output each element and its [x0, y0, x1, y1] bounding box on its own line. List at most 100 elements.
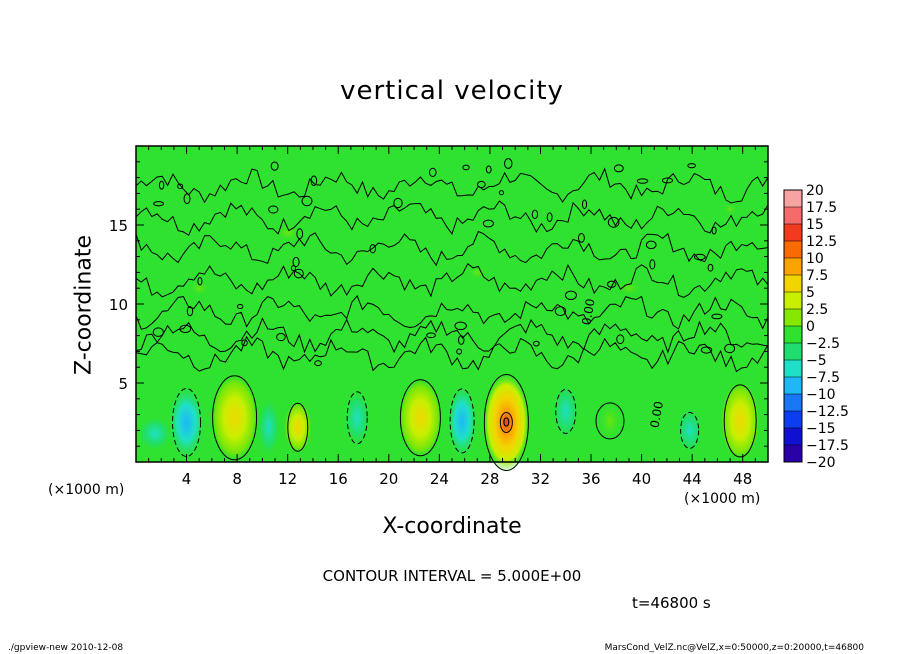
colorbar-label: −20 [806, 455, 836, 471]
negative-contour-line [346, 391, 368, 445]
small-contour-blob [369, 244, 377, 254]
small-contour-blob [645, 240, 657, 250]
small-contour-blob [477, 180, 486, 189]
small-contour-blob [607, 280, 617, 288]
small-contour-blob [197, 276, 203, 286]
footer-right: MarsCond_VelZ.nc@VelZ,x=0:50000,z=0:2000… [604, 643, 864, 653]
downdraft-cell [447, 384, 478, 457]
x-tick-label: 16 [329, 470, 348, 488]
chart-title: vertical velocity [340, 76, 564, 106]
colorbar-label: −17.5 [806, 438, 849, 454]
weak-updraft-patch [189, 280, 210, 297]
updraft-cell [720, 380, 761, 461]
small-contour-blob [498, 190, 505, 196]
colorbar-swatch [784, 292, 802, 310]
small-contour-blob [310, 175, 318, 187]
zero-contour-line [287, 402, 309, 452]
small-contour-blob [179, 324, 192, 333]
colorbar-label: −7.5 [806, 370, 840, 386]
x-tick-label: 8 [232, 470, 242, 488]
colorbar-label: 10 [806, 251, 824, 267]
contour-label: 0.00 [648, 400, 666, 429]
small-contour-blob [707, 263, 714, 272]
zero-contour-line [135, 167, 769, 204]
small-contour-blob [183, 193, 191, 205]
x-tick-label: 44 [683, 470, 702, 488]
colorbar-label: 17.5 [806, 200, 837, 216]
weak-updraft-patch [616, 281, 641, 296]
small-contour-blob [616, 334, 625, 345]
colorbar-swatch [784, 224, 802, 242]
small-contour-blob [532, 340, 540, 347]
x-tick-label: 28 [480, 470, 499, 488]
updraft-cell [283, 401, 312, 454]
x-tick-label: 32 [531, 470, 550, 488]
small-contour-blob [482, 219, 494, 228]
small-contour-blob [296, 228, 304, 240]
colorbar-swatch [784, 207, 802, 225]
small-contour-blob [546, 212, 553, 222]
contour-label: 0.00 [579, 298, 597, 327]
small-contour-blob [276, 332, 286, 342]
colorbar-label: 2.5 [806, 302, 828, 318]
updraft-cell [210, 373, 259, 462]
colorbar-label: 12.5 [806, 234, 837, 250]
colorbar-swatch [784, 343, 802, 361]
colorbar-label: 7.5 [806, 268, 828, 284]
small-contour-blob [268, 205, 279, 214]
small-contour-blob [564, 290, 577, 301]
colorbar-swatch [784, 258, 802, 276]
small-contour-blob [456, 348, 463, 355]
x-axis-label: X-coordinate [382, 514, 522, 539]
weak-updraft-patch [467, 264, 488, 281]
small-contour-blob [454, 321, 467, 331]
small-contour-blob [693, 253, 706, 261]
small-contour-blob [301, 195, 313, 207]
small-contour-blob [613, 164, 624, 173]
x-tick-label: 24 [430, 470, 449, 488]
small-contour-blob [649, 259, 656, 270]
colorbar-swatch [784, 377, 802, 395]
zero-contour-line [135, 294, 769, 330]
small-contour-blob [504, 158, 513, 169]
colorbar-label: −12.5 [806, 404, 849, 420]
y-tick-label: 10 [109, 296, 128, 314]
colorbar-swatch [784, 241, 802, 259]
small-contour-blob [458, 335, 465, 345]
x-tick-label: 20 [379, 470, 398, 488]
colorbar-swatch [784, 394, 802, 412]
negative-contour-line [680, 411, 700, 449]
small-contour-blob [153, 201, 165, 207]
zero-contour-line [723, 384, 757, 458]
weak-updraft-patch [722, 203, 739, 216]
colorbar-swatch [784, 275, 802, 293]
small-contour-blob [393, 197, 403, 209]
x-tick-label: 4 [182, 470, 192, 488]
updraft-cell [598, 400, 622, 441]
downdraft-cell [136, 415, 173, 452]
zero-contour-line [212, 375, 258, 461]
downdraft-cell [256, 397, 281, 458]
small-contour-blob [241, 339, 248, 347]
time-label: t=46800 s [632, 594, 711, 612]
small-contour-blob [531, 209, 539, 219]
downdraft-cell [675, 406, 704, 455]
small-contour-blob [290, 265, 297, 272]
colorbar-label: 5 [806, 285, 815, 301]
updraft-cell [398, 377, 443, 458]
zero-contour-line [135, 230, 769, 267]
small-contour-blob [236, 303, 244, 310]
colorbar-swatch [784, 190, 802, 208]
small-contour-blob [724, 343, 736, 354]
small-contour-blob [554, 306, 567, 317]
colorbar-label: −2.5 [806, 336, 840, 352]
zero-contour-line [135, 200, 769, 236]
zero-contour-line [595, 402, 625, 440]
colorbar-label: 20 [806, 183, 824, 199]
colorbar-swatch [784, 445, 802, 463]
zero-contour-line [499, 412, 513, 433]
small-contour-blob [314, 360, 322, 367]
negative-contour-line [555, 388, 577, 434]
colorbar-label: 0 [806, 319, 815, 335]
colorbar-swatch [784, 360, 802, 378]
